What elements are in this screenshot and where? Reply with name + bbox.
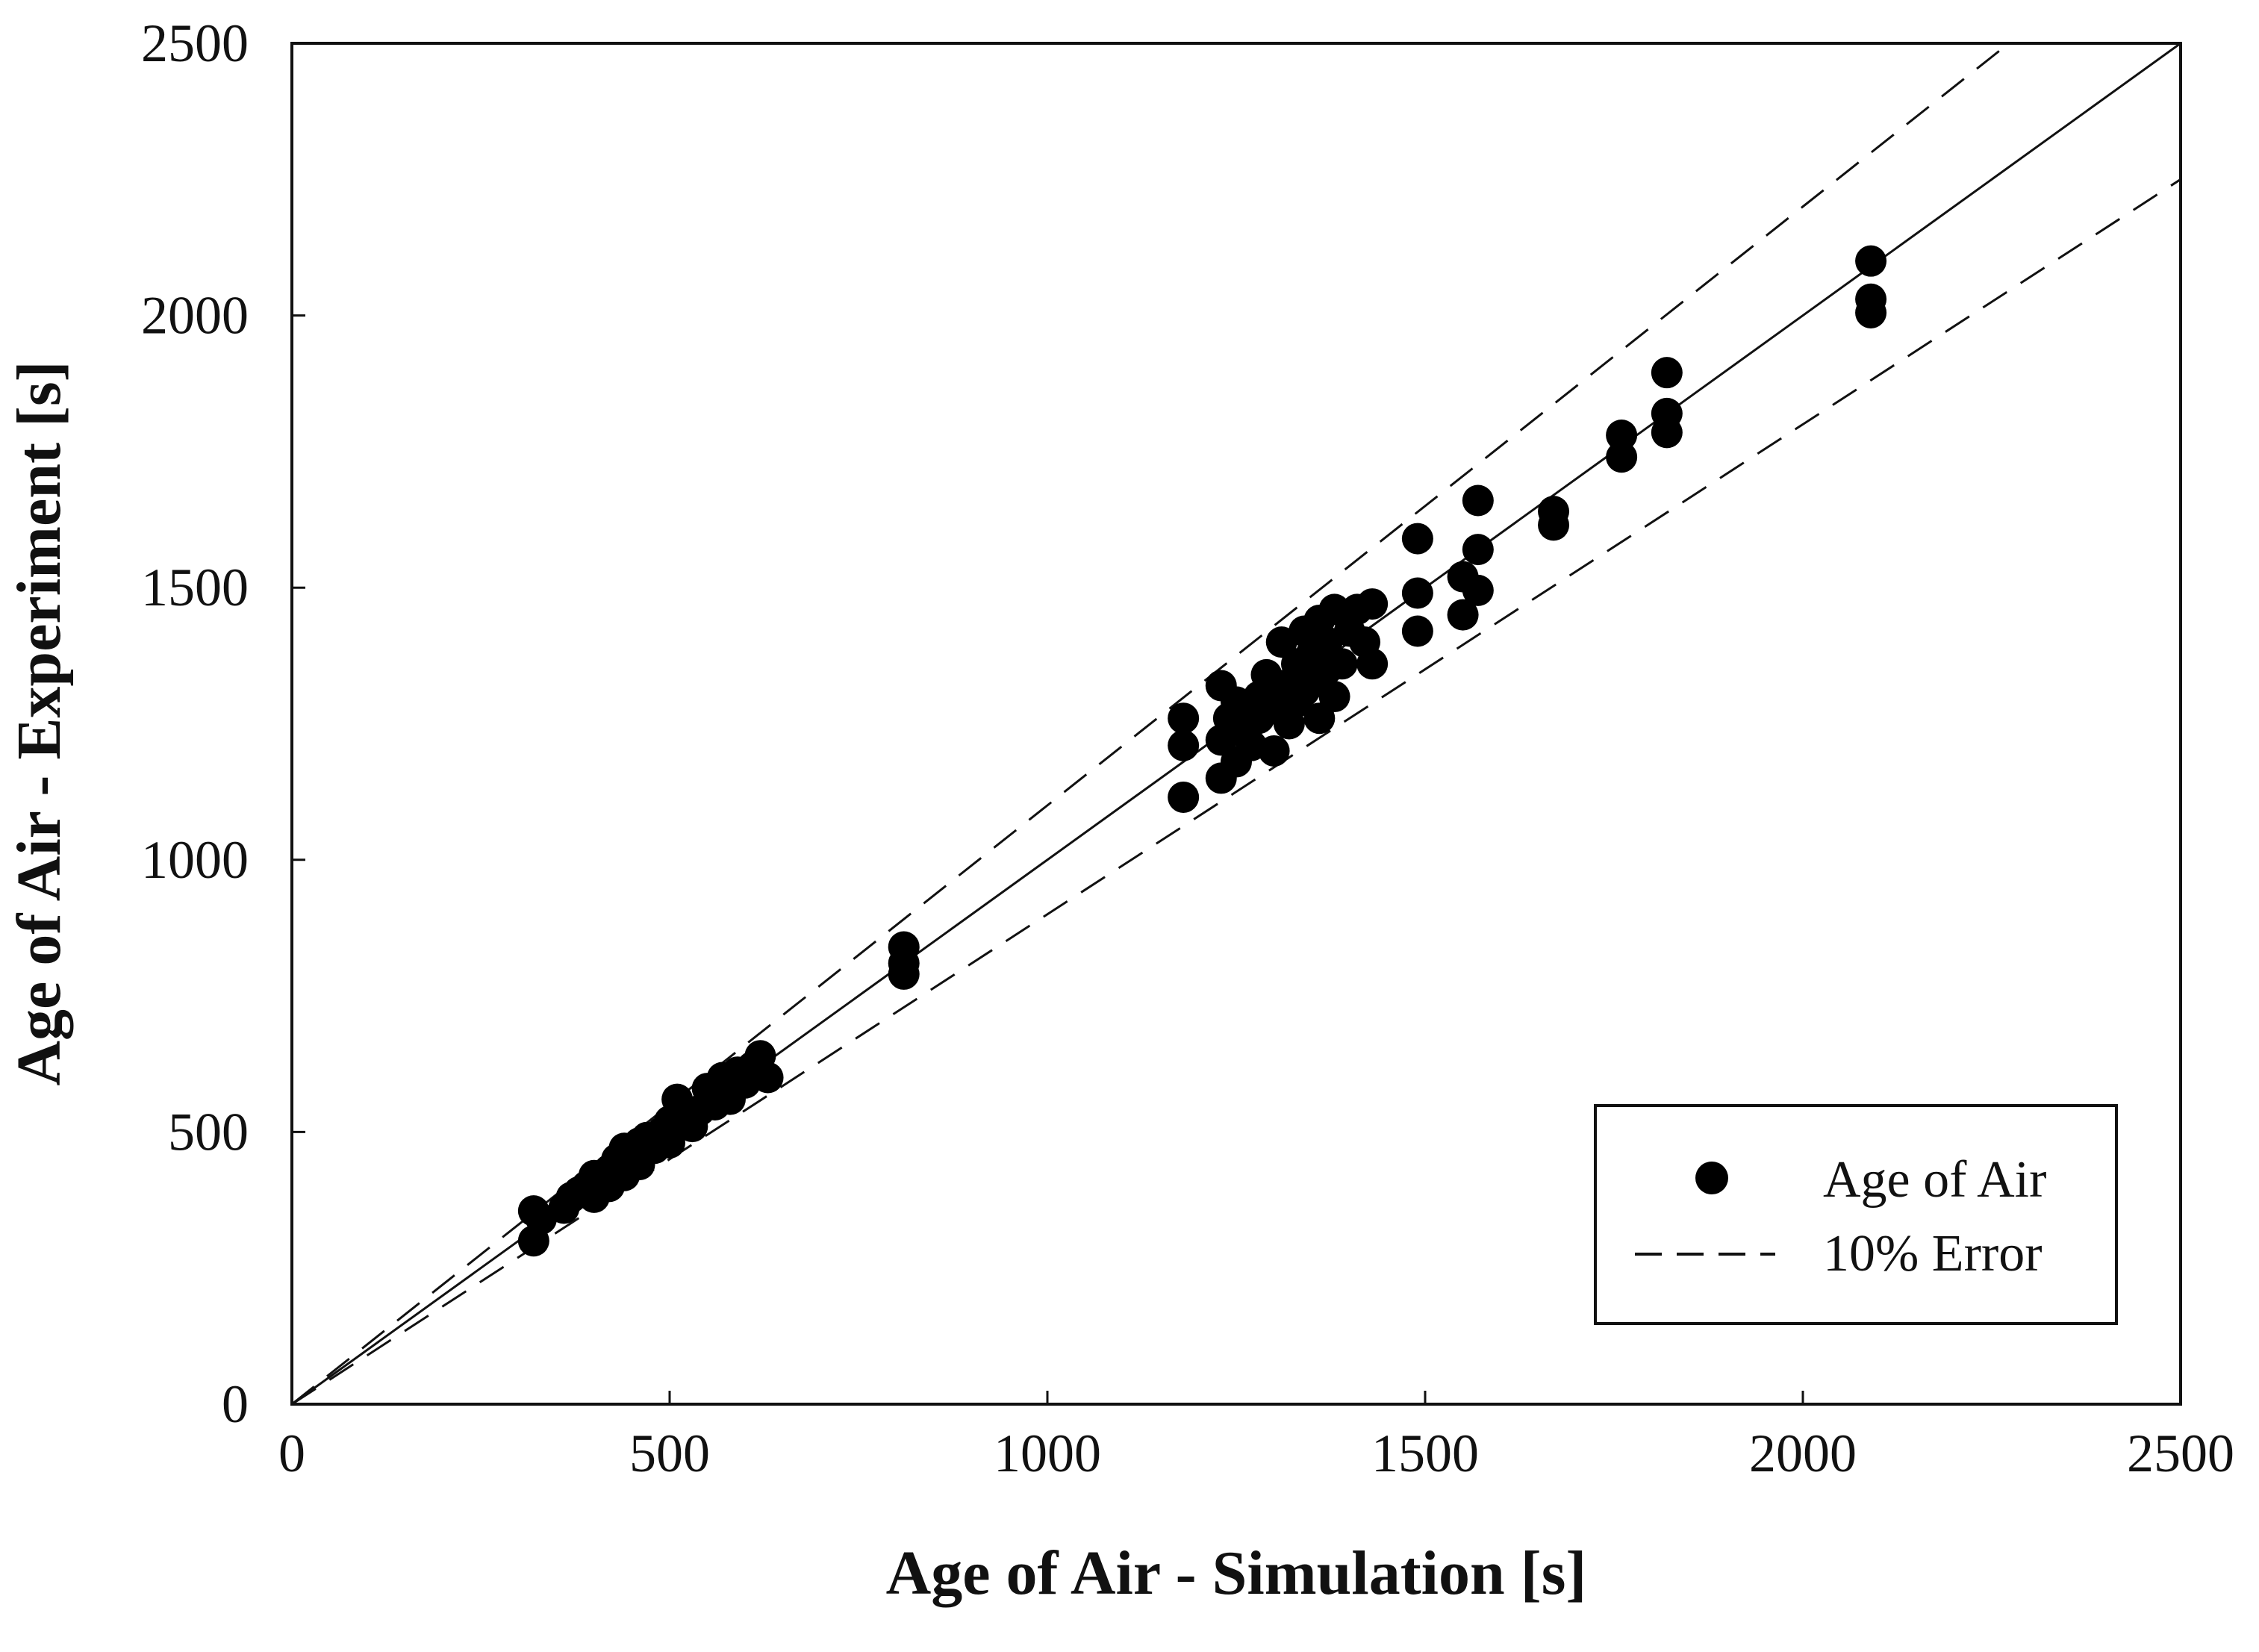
data-point [1651, 417, 1683, 449]
y-tick-label: 1500 [141, 558, 249, 617]
data-point [1462, 534, 1494, 566]
data-point [1318, 593, 1350, 626]
x-tick-label: 2000 [1749, 1424, 1857, 1483]
y-tick-label: 2500 [141, 13, 249, 73]
legend-label-age-of-air: Age of Air [1823, 1151, 2046, 1209]
data-point [1401, 577, 1433, 609]
legend-marker-age-of-air [1695, 1162, 1728, 1194]
plot-frame [290, 42, 2182, 1406]
x-axis-title: Age of Air - Simulation [s] [886, 1539, 1587, 1608]
y-axis-ticks: 0 500 1000 1500 2000 2500 [141, 13, 305, 1434]
data-points [517, 245, 1887, 1257]
x-tick-label: 1500 [1371, 1424, 1479, 1483]
data-point [1855, 296, 1887, 328]
data-point [1401, 523, 1433, 555]
legend: Age of Air 10% Error [1594, 1104, 2118, 1325]
y-tick-label: 500 [168, 1102, 249, 1162]
data-point [1606, 420, 1638, 452]
data-point [1258, 735, 1290, 767]
data-point [1356, 588, 1389, 620]
data-point [1538, 509, 1570, 541]
x-tick-label: 500 [629, 1424, 710, 1483]
data-point [1651, 357, 1683, 389]
data-point [1447, 599, 1479, 631]
y-tick-label: 1000 [141, 830, 249, 890]
data-point [1606, 441, 1638, 473]
data-point [752, 1062, 784, 1094]
data-point [1462, 574, 1494, 606]
data-point [1303, 702, 1336, 735]
x-tick-label: 1000 [994, 1424, 1101, 1483]
data-point [1168, 781, 1200, 813]
data-point [1462, 484, 1494, 517]
data-point [1318, 681, 1350, 713]
x-axis-ticks: 0 500 1000 1500 2000 2500 [278, 1391, 2234, 1483]
data-point [1168, 729, 1200, 761]
data-point [654, 1126, 685, 1159]
y-tick-label: 0 [222, 1374, 249, 1434]
x-tick-label: 2500 [2127, 1424, 2234, 1483]
legend-box [1594, 1104, 2118, 1325]
x-tick-label: 0 [278, 1424, 305, 1483]
y-tick-label: 2000 [141, 286, 249, 346]
data-point [1168, 702, 1200, 735]
data-point [1855, 245, 1887, 277]
y-axis-title: Age of Air - Experiment [s] [4, 361, 74, 1085]
legend-label-10-percent-error: 10% Error [1823, 1225, 2043, 1282]
data-point [1356, 648, 1389, 680]
data-point [888, 958, 920, 990]
data-point [1401, 615, 1433, 647]
data-point [1326, 648, 1358, 680]
